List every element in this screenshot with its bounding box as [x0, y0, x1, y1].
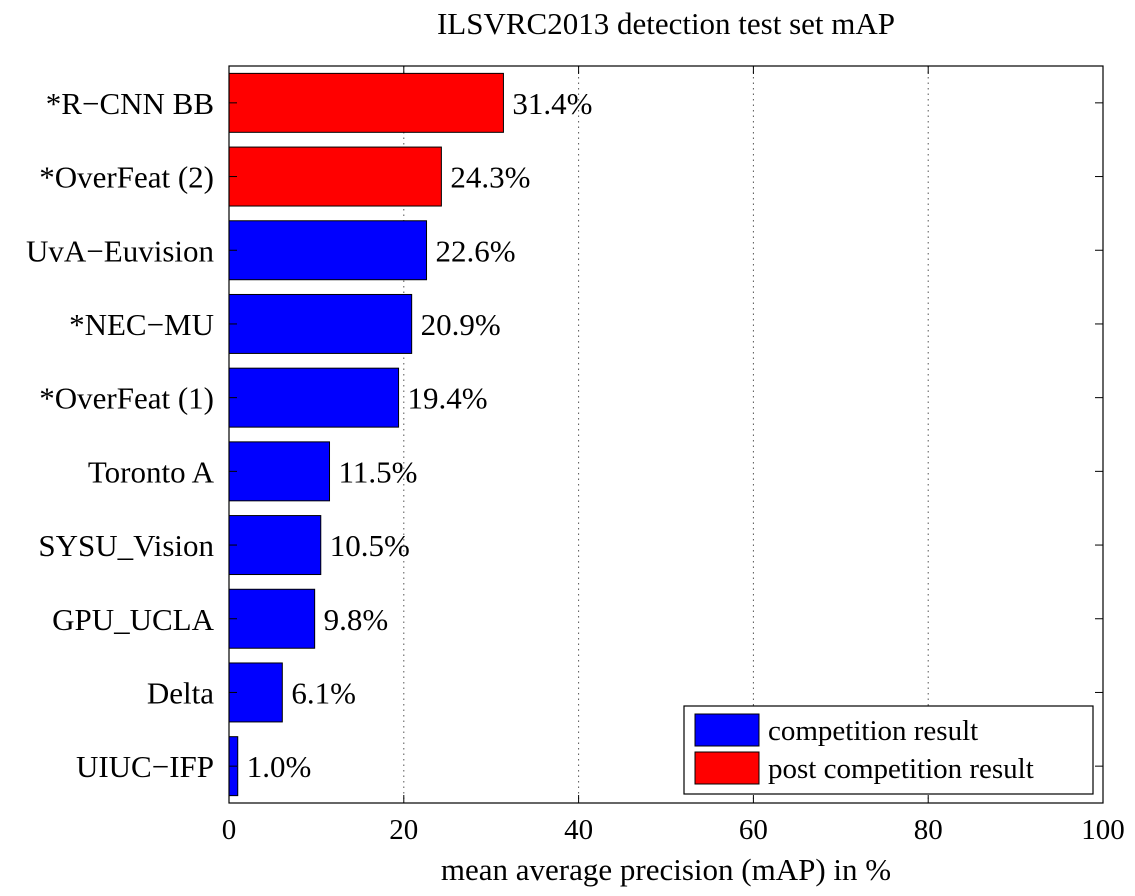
value-label: 24.3%: [450, 160, 530, 195]
category-label: UvA−Euvision: [26, 233, 214, 268]
value-label: 20.9%: [421, 307, 501, 342]
bar: [228, 146, 442, 207]
category-label: Toronto A: [88, 454, 215, 489]
legend-swatch: [694, 751, 760, 785]
bar: [228, 72, 504, 133]
x-tick-label: 100: [1081, 814, 1125, 846]
category-label: *OverFeat (2): [39, 160, 214, 195]
x-tick-label: 20: [389, 814, 418, 846]
value-label: 9.8%: [324, 602, 389, 637]
category-label: *R−CNN BB: [46, 86, 214, 121]
value-label: 1.0%: [247, 749, 312, 784]
legend-label: competition result: [768, 715, 978, 747]
legend-label: post competition result: [768, 753, 1034, 785]
x-tick-label: 60: [739, 814, 768, 846]
x-tick-label: 0: [222, 814, 237, 846]
bar: [228, 293, 413, 354]
bar: [228, 367, 400, 428]
legend-swatch: [694, 713, 760, 747]
bar: [228, 515, 322, 576]
category-label: SYSU_Vision: [38, 528, 214, 563]
value-label: 19.4%: [408, 381, 488, 416]
grid-lines: [403, 66, 929, 803]
value-label: 22.6%: [436, 233, 516, 268]
category-label: UIUC−IFP: [76, 749, 214, 784]
axis-ticks: 0 20 40 60 80 100: [222, 66, 1125, 846]
bars: *R−CNN BB 31.4% *OverFeat (2) 24.3% UvA−Euvi…: [26, 72, 593, 797]
bar: [228, 441, 331, 502]
value-label: 10.5%: [330, 528, 410, 563]
bar: [228, 662, 283, 723]
value-label: 6.1%: [291, 675, 356, 710]
bar: [228, 220, 428, 281]
category-label: *OverFeat (1): [39, 381, 214, 416]
bar: [228, 588, 316, 649]
x-tick-label: 40: [564, 814, 593, 846]
value-label: 31.4%: [512, 86, 592, 121]
value-label: 11.5%: [339, 454, 418, 489]
category-label: GPU_UCLA: [52, 602, 215, 637]
category-label: *NEC−MU: [69, 307, 214, 342]
x-tick-label: 80: [914, 814, 943, 846]
chart-title: ILSVRC2013 detection test set mAP: [437, 6, 895, 41]
legend: competition result post competition resul…: [683, 705, 1094, 795]
x-axis-label: mean average precision (mAP) in %: [441, 852, 891, 887]
plot-frame: [228, 65, 1104, 804]
category-label: Delta: [147, 675, 214, 710]
